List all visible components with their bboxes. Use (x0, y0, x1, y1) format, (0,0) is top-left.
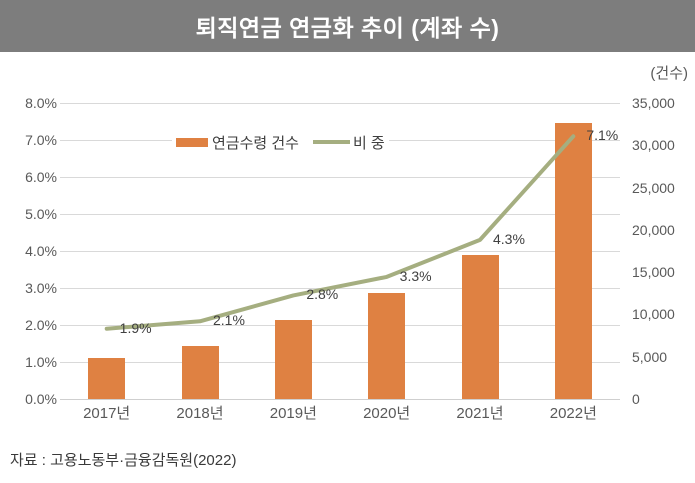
right-axis-tick: 35,000 (632, 95, 675, 111)
left-axis-tick: 5.0% (25, 206, 57, 222)
gridline (60, 251, 620, 252)
bar-2017년 (88, 358, 126, 399)
right-axis-tick: 30,000 (632, 137, 675, 154)
right-axis-tick: 25,000 (632, 179, 675, 196)
right-axis-tick: 0 (632, 391, 640, 407)
x-axis-label-2017년: 2017년 (83, 405, 131, 422)
legend-bar-label: 연금수령 건수 (212, 134, 299, 152)
line-point-label-2020년: 3.3% (399, 267, 432, 284)
gridline (60, 103, 620, 104)
legend-line-label: 비 중 (352, 134, 385, 152)
gridline (60, 399, 620, 400)
right-axis-tick: 20,000 (632, 221, 675, 238)
bar-2018년 (181, 345, 219, 399)
x-axis-label-2019년: 2019년 (269, 405, 317, 422)
line-point-label-2017년: 1.9% (119, 319, 152, 336)
legend-line-swatch-icon (312, 140, 350, 144)
left-axis-tick: 1.0% (25, 354, 57, 370)
right-axis-tick: 5,000 (632, 348, 668, 365)
left-axis-tick: 7.0% (25, 132, 57, 148)
x-axis-label-2022년: 2022년 (549, 405, 597, 422)
x-axis-label-2018년: 2018년 (176, 405, 224, 422)
bar-2021년 (461, 255, 499, 399)
left-axis-tick: 3.0% (25, 280, 57, 296)
legend: 연금수령 건수 비 중 (172, 132, 389, 152)
left-axis-tick: 2.0% (25, 317, 57, 333)
bar-2020년 (368, 293, 406, 399)
gridline (60, 177, 620, 178)
title-bar: 퇴직연금 연금화 추이 (계좌 수) (0, 0, 695, 52)
line-point-label-2018년: 2.1% (213, 312, 245, 329)
line-point-label-2021년: 4.3% (493, 230, 525, 247)
x-axis-label-2021년: 2021년 (456, 405, 504, 422)
left-axis-tick: 8.0% (25, 95, 57, 111)
right-axis-tick: 15,000 (632, 264, 675, 281)
source-note: 자료 : 고용노동부·금융감독원(2022) (10, 452, 237, 469)
right-axis-unit-label: (건수) (650, 65, 688, 82)
right-axis-tick: 10,000 (632, 306, 675, 323)
gridline (60, 288, 620, 289)
bar-2019년 (274, 319, 312, 399)
left-axis-tick: 6.0% (25, 169, 57, 185)
gridline (60, 214, 620, 215)
line-point-label-2019년: 2.8% (306, 286, 339, 303)
gridline (60, 362, 620, 363)
x-axis-label-2020년: 2020년 (363, 405, 411, 422)
left-axis-tick: 4.0% (25, 243, 57, 259)
chart-title: 퇴직연금 연금화 추이 (계좌 수) (195, 15, 500, 41)
line-point-label-2022년: 7.1% (586, 127, 619, 144)
legend-bar-swatch-icon (176, 137, 208, 147)
left-axis-tick: 0.0% (25, 391, 57, 407)
bar-2022년 (554, 123, 592, 399)
